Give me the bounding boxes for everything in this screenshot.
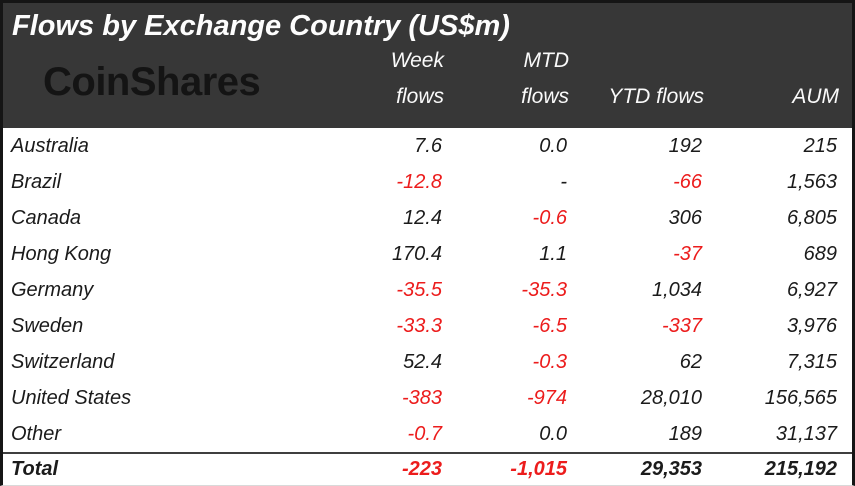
column-header-line: flows [396,85,444,108]
value-cell: 689 [803,242,837,265]
table-row: Canada 12.4 -0.6 306 6,805 [3,200,852,236]
value-cell: -0.7 [407,422,442,445]
value-cell: -35.5 [396,278,442,301]
column-header-line: Week [390,49,444,72]
value-cell: -0.6 [532,206,567,229]
value-cell: 0.0 [539,422,567,445]
table-body: Australia 7.6 0.0 192 215 Brazil -12.8 - -66 1,56… [3,128,852,452]
country-label: Sweden [11,314,84,337]
value-cell: 3,976 [786,314,837,337]
column-header-ytd-flows: YTD flows [582,79,717,121]
value-cell: 215,192 [764,458,837,480]
value-cell: 12.4 [403,206,442,229]
column-header-mtd-flows: MTD flows [457,43,582,121]
value-cell: 170.4 [391,242,442,265]
column-header-line: AUM [792,85,839,108]
table-row: Brazil -12.8 - -66 1,563 [3,164,852,200]
value-cell: -12.8 [396,170,442,193]
value-cell: 28,010 [640,386,702,409]
value-cell: -1,015 [510,458,567,480]
value-cell: -383 [401,386,442,409]
coinshares-logo: CoinShares [43,60,261,104]
value-cell: -0.3 [532,350,567,373]
country-label: Hong Kong [11,242,112,265]
country-label: Germany [11,278,94,301]
value-cell: -974 [526,386,567,409]
country-label: Brazil [11,170,62,193]
total-row: Total -223 -1,015 29,353 215,192 [3,452,852,485]
table-row: Hong Kong 170.4 1.1 -37 689 [3,236,852,272]
value-cell: 1,563 [786,170,837,193]
column-header-line: flows [521,85,569,108]
table-header: Flows by Exchange Country (US$m) CoinSha… [3,3,852,128]
table-row: Sweden -33.3 -6.5 -337 3,976 [3,308,852,344]
value-cell: 6,927 [786,278,837,301]
value-cell: - [560,170,567,193]
value-cell: -66 [673,170,702,193]
value-cell: 306 [668,206,702,229]
country-label: Canada [11,206,82,229]
total-label: Total [11,458,59,480]
column-header-line: MTD [523,49,570,72]
table-row: Germany -35.5 -35.3 1,034 6,927 [3,272,852,308]
column-header-line: YTD flows [608,85,704,108]
value-cell: 215 [803,134,837,157]
value-cell: 6,805 [786,206,837,229]
value-cell: 156,565 [764,386,837,409]
country-label: Switzerland [11,350,115,373]
value-cell: 192 [668,134,702,157]
table-row: Australia 7.6 0.0 192 215 [3,128,852,164]
country-label: Australia [11,134,89,157]
logo-cell: CoinShares [3,62,327,102]
value-cell: 29,353 [640,458,702,480]
column-header-aum: AUM [717,79,852,121]
page-title: Flows by Exchange Country (US$m) [12,10,510,42]
value-cell: -337 [661,314,702,337]
country-label: United States [11,386,132,409]
table-row: United States -383 -974 28,010 156,565 [3,380,852,416]
value-cell: 31,137 [775,422,837,445]
value-cell: 1.1 [539,242,567,265]
column-header-week-flows: Week flows [327,43,457,121]
value-cell: 52.4 [403,350,442,373]
value-cell: -37 [673,242,702,265]
table-row: Switzerland 52.4 -0.3 62 7,315 [3,344,852,380]
value-cell: 1,034 [651,278,702,301]
value-cell: 62 [679,350,702,373]
value-cell: -223 [401,458,442,480]
value-cell: 7,315 [786,350,837,373]
value-cell: -33.3 [396,314,442,337]
column-header-row: CoinShares Week flows MTD flows YTD flow… [3,43,852,120]
value-cell: 189 [668,422,702,445]
table-footer: Total -223 -1,015 29,353 215,192 [3,452,852,485]
table-row: Other -0.7 0.0 189 31,137 [3,416,852,452]
value-cell: -35.3 [521,278,567,301]
country-label: Other [11,422,62,445]
value-cell: -6.5 [532,314,567,337]
value-cell: 0.0 [539,134,567,157]
value-cell: 7.6 [414,134,442,157]
